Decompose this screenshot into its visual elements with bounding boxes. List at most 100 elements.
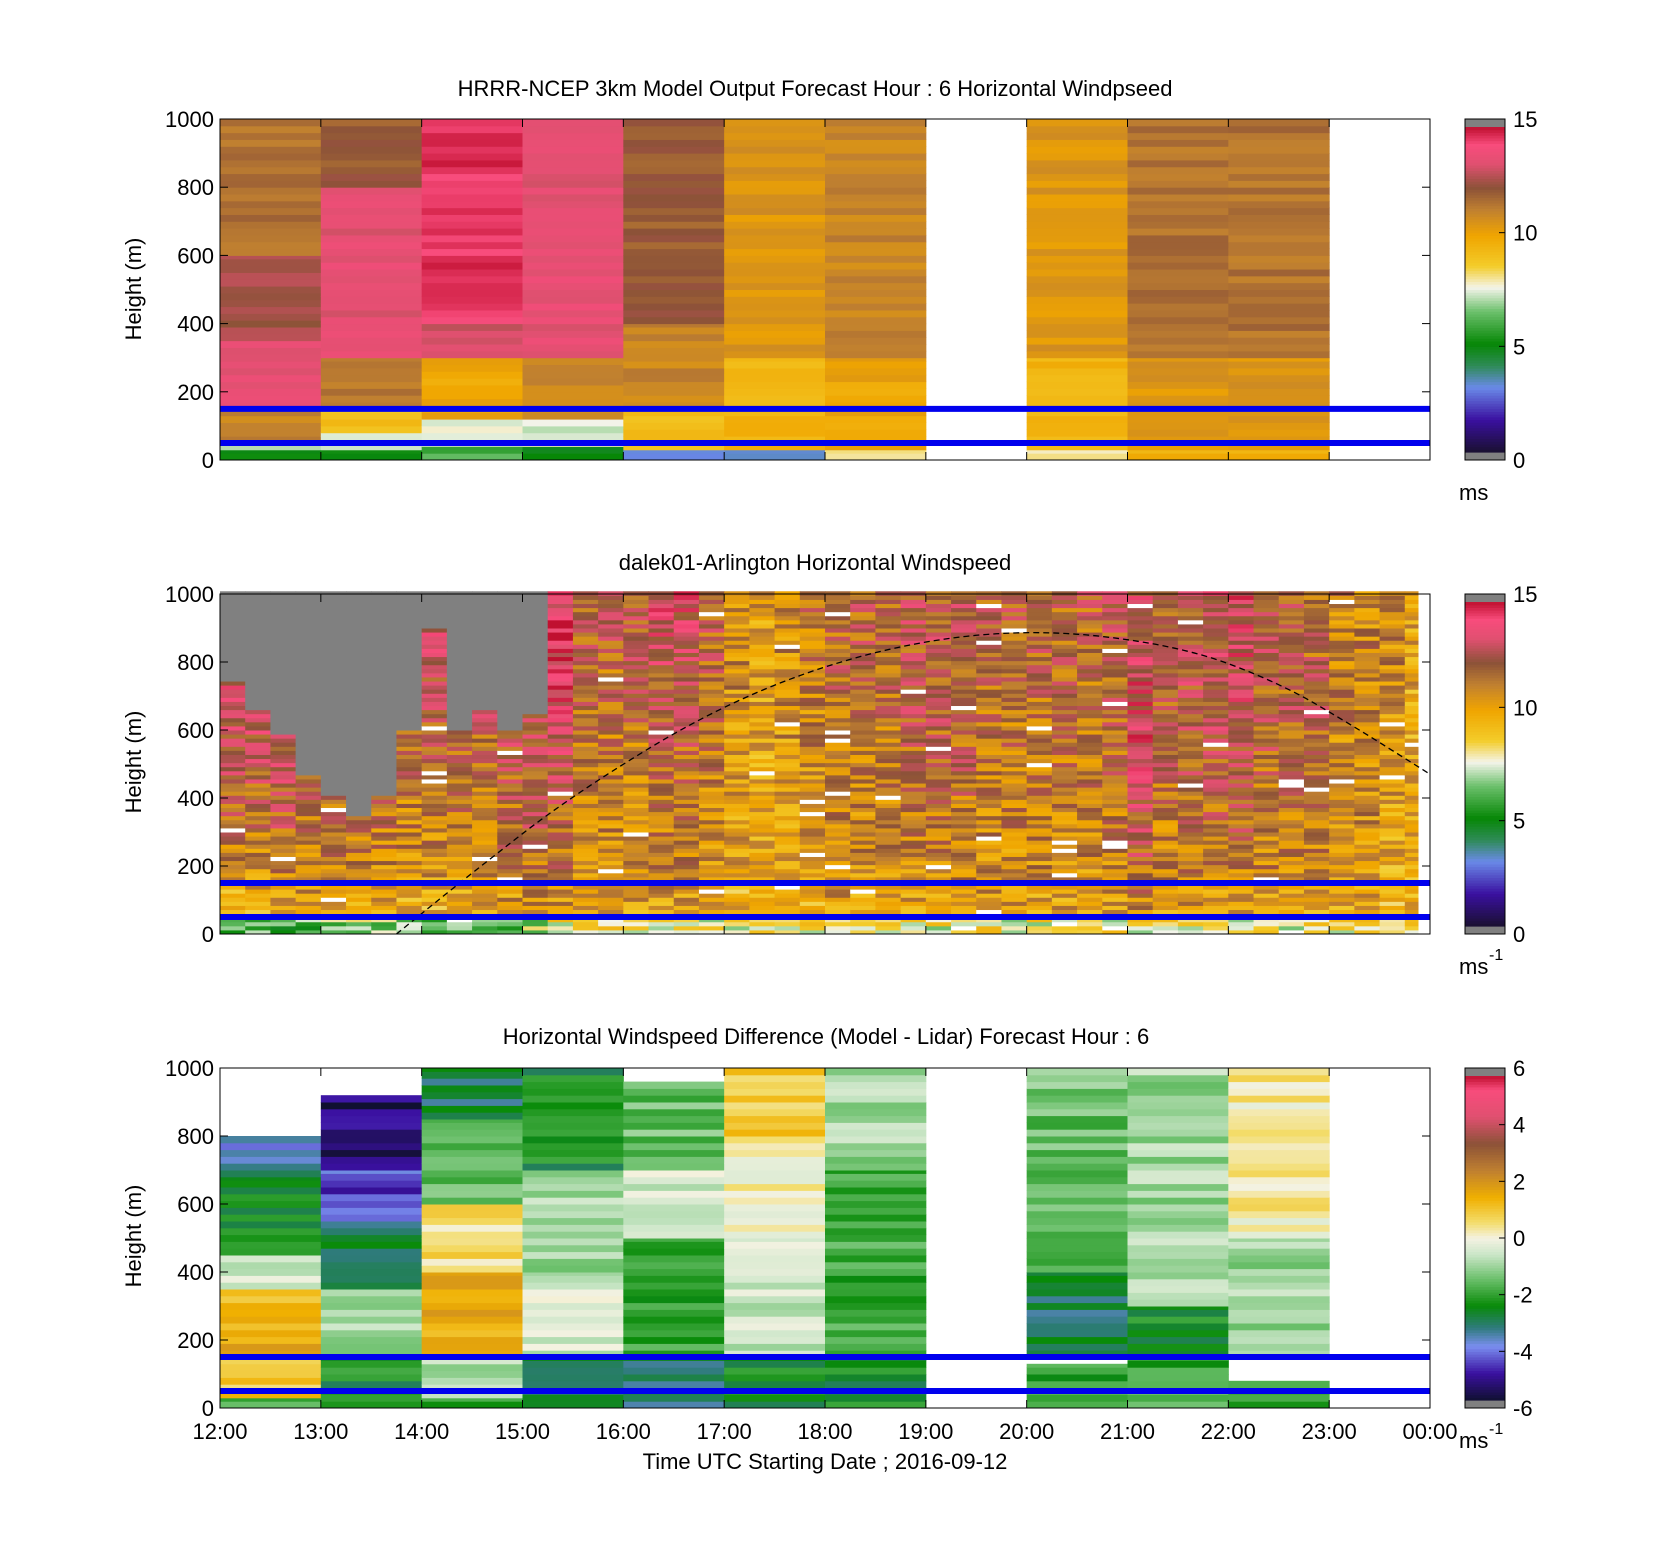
heatmap-cell — [547, 868, 574, 874]
heatmap-cell — [245, 701, 271, 707]
colorbar-segment — [1465, 235, 1505, 239]
heatmap-cell — [522, 885, 549, 890]
heatmap-cell — [220, 848, 246, 853]
heatmap-cell — [724, 685, 750, 690]
heatmap-cell — [320, 632, 347, 637]
heatmap-cell — [572, 774, 599, 780]
heatmap-cell — [1278, 672, 1305, 678]
heatmap-cell — [698, 693, 725, 698]
heatmap-cell — [1127, 282, 1229, 290]
heatmap-cell — [925, 893, 952, 898]
heatmap-cell — [1127, 819, 1154, 825]
heatmap-cell — [245, 778, 271, 784]
heatmap-cell — [220, 628, 246, 633]
heatmap-cell — [1354, 815, 1381, 821]
heatmap-cell — [724, 619, 750, 625]
heatmap-cell — [1001, 693, 1028, 698]
heatmap-cell — [724, 705, 750, 711]
heatmap-cell — [1127, 685, 1154, 690]
heatmap-cell — [1404, 693, 1419, 698]
heatmap-cell — [522, 844, 549, 849]
heatmap-cell — [220, 742, 246, 747]
heatmap-cell — [1228, 262, 1330, 270]
heatmap-cell — [724, 361, 826, 369]
heatmap-cell — [320, 644, 347, 649]
heatmap-cell — [1278, 628, 1305, 633]
heatmap-cell — [648, 774, 675, 780]
heatmap-cell — [371, 725, 397, 731]
heatmap-cell — [497, 876, 523, 882]
heatmap-cell — [1177, 705, 1204, 711]
heatmap-cell — [724, 615, 750, 621]
heatmap-cell — [522, 398, 624, 406]
heatmap-cell — [572, 709, 599, 715]
heatmap-cell — [951, 840, 977, 845]
heatmap-cell — [1001, 791, 1028, 796]
heatmap-cell — [850, 795, 876, 800]
colorbar-segment — [1465, 737, 1505, 741]
heatmap-cell — [421, 905, 448, 911]
heatmap-cell — [825, 823, 851, 829]
heatmap-cell — [446, 872, 473, 878]
colorbar-segment — [1465, 747, 1505, 752]
heatmap-cell — [572, 746, 599, 751]
heatmap-cell — [371, 640, 397, 645]
colorbar-segment — [1465, 340, 1505, 345]
heatmap-cell — [320, 599, 347, 605]
heatmap-cell — [295, 730, 322, 735]
heatmap-cell — [220, 766, 246, 772]
heatmap-cell — [245, 648, 271, 653]
heatmap-cell — [320, 436, 423, 444]
heatmap-cell — [825, 685, 851, 690]
heatmap-cell — [320, 697, 347, 702]
heatmap-cell — [648, 734, 675, 739]
heatmap-cell — [1228, 668, 1255, 674]
heatmap-cell — [1177, 672, 1204, 678]
colorbar-segment — [1465, 292, 1505, 296]
heatmap-cell — [598, 815, 624, 821]
heatmap-cell — [774, 636, 801, 641]
heatmap-cell — [446, 778, 473, 784]
heatmap-cell — [1177, 730, 1204, 735]
heatmap-cell — [295, 660, 322, 666]
heatmap-cell — [497, 648, 523, 653]
heatmap-cell — [774, 860, 801, 866]
heatmap-cell — [1253, 766, 1280, 772]
heatmap-cell — [245, 725, 271, 731]
heatmap-cell — [1077, 885, 1103, 890]
heatmap-cell — [1026, 929, 1053, 935]
heatmap-cell — [1077, 628, 1103, 633]
heatmap-cell — [1077, 672, 1103, 678]
heatmap-cell — [547, 746, 574, 751]
heatmap-cell — [598, 738, 624, 743]
heatmap-cell — [1001, 901, 1028, 906]
heatmap-cell — [1354, 607, 1381, 613]
heatmap-cell — [446, 876, 473, 882]
heatmap-cell — [1354, 746, 1381, 751]
heatmap-cell — [774, 595, 801, 600]
heatmap-cell — [976, 774, 1002, 780]
heatmap-cell — [749, 730, 776, 735]
heatmap-cell — [1001, 685, 1028, 690]
heatmap-cell — [220, 125, 322, 134]
heatmap-cell — [295, 648, 322, 653]
heatmap-cell — [825, 827, 851, 833]
panel-difference-title: Horizontal Windspeed Difference (Model -… — [503, 1024, 1149, 1049]
heatmap-cell — [1329, 889, 1355, 894]
heatmap-cell — [799, 823, 826, 829]
heatmap-cell — [1404, 644, 1419, 649]
heatmap-cell — [1127, 742, 1154, 747]
heatmap-cell — [1404, 893, 1419, 898]
heatmap-cell — [1102, 742, 1128, 747]
heatmap-cell — [1303, 693, 1330, 698]
heatmap-cell — [900, 787, 927, 792]
heatmap-cell — [749, 819, 776, 825]
heatmap-cell — [472, 623, 498, 629]
heatmap-cell — [1177, 799, 1204, 804]
heatmap-cell — [1127, 697, 1154, 702]
heatmap-cell — [774, 872, 801, 878]
heatmap-cell — [522, 758, 549, 764]
heatmap-cell — [850, 783, 876, 788]
heatmap-cell — [522, 672, 549, 678]
